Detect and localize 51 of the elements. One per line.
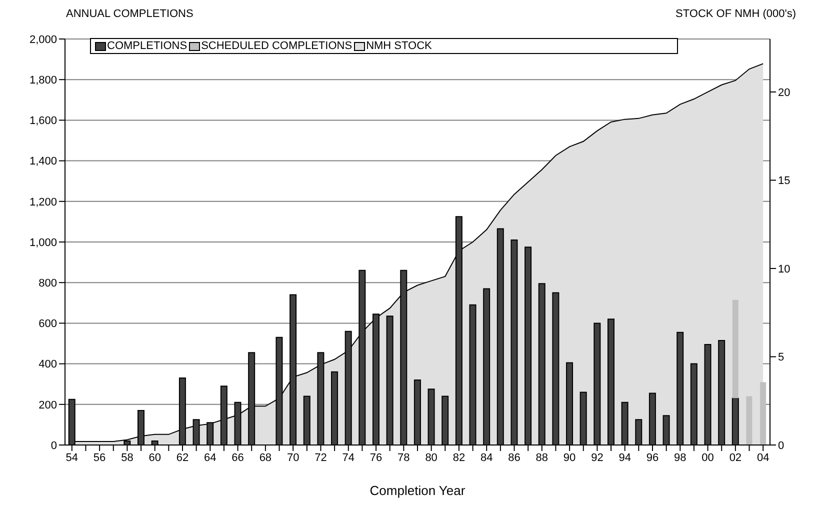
bar xyxy=(746,396,752,445)
bar xyxy=(760,382,766,445)
x-tick-label: 00 xyxy=(702,452,714,464)
y2-tick-label: 20 xyxy=(778,86,790,99)
x-axis-title: Completion Year xyxy=(370,483,466,498)
x-tick-label: 66 xyxy=(232,452,244,464)
x-tick-label: 74 xyxy=(342,452,355,464)
x-tick-label: 60 xyxy=(148,452,161,464)
y2-tick-label: 0 xyxy=(778,440,784,452)
x-tick-label: 76 xyxy=(370,452,382,464)
y-tick-label: 1,400 xyxy=(29,156,57,168)
x-tick-label: 70 xyxy=(286,452,300,464)
y2-tick-label: 10 xyxy=(778,263,790,276)
legend-label: SCHEDULED COMPLETIONS xyxy=(200,40,352,52)
legend-label: NMH STOCK xyxy=(365,40,432,52)
y-tick-label: 400 xyxy=(38,358,57,371)
y-tick-label: 1,200 xyxy=(29,196,57,208)
x-tick-label: 68 xyxy=(259,452,272,464)
x-tick-label: 82 xyxy=(452,452,466,464)
x-tick-label: 78 xyxy=(398,452,410,464)
x-tick-label: 62 xyxy=(176,452,189,464)
y-tick-label: 2,000 xyxy=(29,34,57,46)
y-tick-label: 1,800 xyxy=(29,74,57,87)
y-tick-label: 1,600 xyxy=(29,115,57,128)
x-tick-label: 02 xyxy=(729,452,742,464)
x-tick-label: 94 xyxy=(618,452,631,464)
legend-label: COMPLETIONS xyxy=(106,40,188,52)
y-tick-label: 1,000 xyxy=(29,236,57,249)
y-tick-label: 800 xyxy=(38,278,57,290)
y2-tick-label: 15 xyxy=(778,175,790,188)
y2-axis-title: STOCK OF NMH (000's) xyxy=(676,8,796,20)
x-tick-label: 92 xyxy=(591,452,604,464)
x-tick-label: 90 xyxy=(563,452,576,464)
x-tick-label: 64 xyxy=(204,452,216,464)
y2-tick-label: 5 xyxy=(778,352,784,364)
x-tick-label: 96 xyxy=(646,452,659,464)
y-tick-label: 200 xyxy=(38,399,57,412)
x-tick-label: 56 xyxy=(93,452,106,464)
x-tick-label: 04 xyxy=(756,452,770,464)
x-tick-label: 88 xyxy=(536,452,548,464)
x-tick-label: 84 xyxy=(480,452,493,464)
x-tick-label: 80 xyxy=(425,452,438,464)
y-tick-label: 600 xyxy=(38,318,57,330)
x-tick-label: 72 xyxy=(314,452,327,464)
x-tick-label: 58 xyxy=(121,452,134,464)
y-axis-title: ANNUAL COMPLETIONS xyxy=(66,8,194,20)
y-tick-label: 0 xyxy=(50,440,57,452)
bar xyxy=(732,300,738,398)
x-tick-label: 98 xyxy=(674,452,686,464)
x-tick-label: 86 xyxy=(508,452,520,464)
x-tick-label: 54 xyxy=(66,452,78,464)
